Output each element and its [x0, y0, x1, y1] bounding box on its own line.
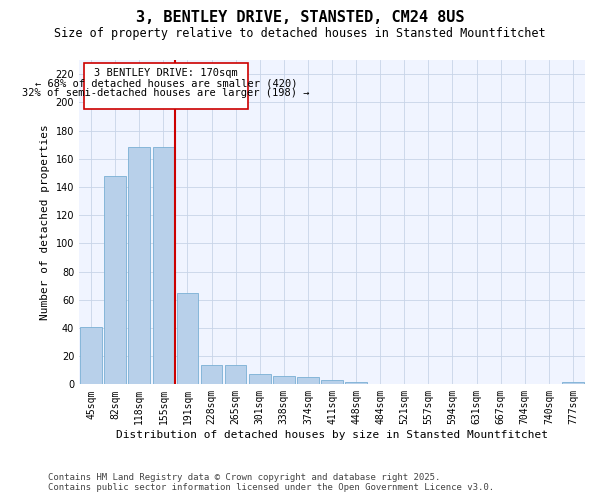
Text: Size of property relative to detached houses in Stansted Mountfitchet: Size of property relative to detached ho… — [54, 28, 546, 40]
Text: 3 BENTLEY DRIVE: 170sqm: 3 BENTLEY DRIVE: 170sqm — [94, 68, 238, 78]
Bar — [345, 382, 367, 384]
Bar — [249, 374, 271, 384]
X-axis label: Distribution of detached houses by size in Stansted Mountfitchet: Distribution of detached houses by size … — [116, 430, 548, 440]
Bar — [297, 378, 319, 384]
Text: ← 68% of detached houses are smaller (420): ← 68% of detached houses are smaller (42… — [35, 78, 297, 88]
Bar — [201, 364, 223, 384]
Text: 3, BENTLEY DRIVE, STANSTED, CM24 8US: 3, BENTLEY DRIVE, STANSTED, CM24 8US — [136, 10, 464, 25]
Text: 32% of semi-detached houses are larger (198) →: 32% of semi-detached houses are larger (… — [22, 88, 310, 98]
Bar — [273, 376, 295, 384]
Y-axis label: Number of detached properties: Number of detached properties — [40, 124, 50, 320]
Bar — [128, 148, 150, 384]
FancyBboxPatch shape — [84, 63, 248, 110]
Text: Contains HM Land Registry data © Crown copyright and database right 2025.
Contai: Contains HM Land Registry data © Crown c… — [48, 473, 494, 492]
Bar — [225, 364, 247, 384]
Bar — [176, 292, 198, 384]
Bar — [80, 326, 102, 384]
Bar — [104, 176, 126, 384]
Bar — [152, 148, 174, 384]
Bar — [562, 382, 584, 384]
Bar — [321, 380, 343, 384]
